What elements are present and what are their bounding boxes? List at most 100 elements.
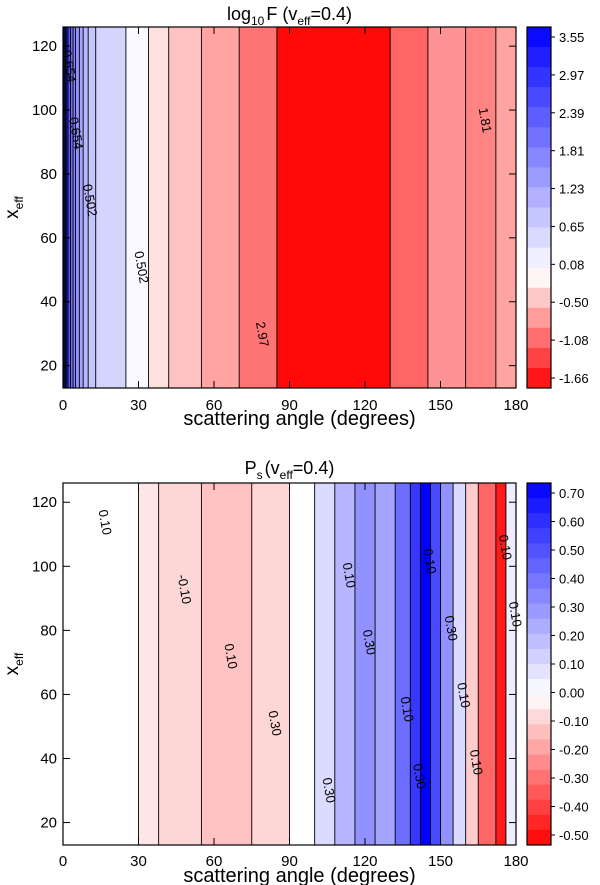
x-tick-label: 30 xyxy=(130,397,147,414)
colorbar-tick-label: 2.39 xyxy=(559,106,584,121)
colorbar-step xyxy=(527,167,551,188)
contour-label: 0.10 xyxy=(467,748,486,776)
colorbar-tick-label: 0.65 xyxy=(559,219,584,234)
contour-band xyxy=(495,483,507,845)
contour-band xyxy=(64,27,66,388)
contour-label: 2.97 xyxy=(253,320,272,348)
colorbar-step xyxy=(527,709,551,725)
colorbar-tick-label: 0.60 xyxy=(559,515,584,530)
contour-band xyxy=(168,27,202,388)
colorbar-step xyxy=(527,347,551,369)
colorbar-step xyxy=(527,558,551,574)
x-axis-label: scattering angle (degrees) xyxy=(183,865,415,885)
contour-label: -0.10 xyxy=(174,573,194,605)
contour-band xyxy=(68,27,71,388)
contour-label: 0.10 xyxy=(496,533,515,561)
contour-band xyxy=(201,27,240,388)
contour-band xyxy=(505,483,517,845)
colorbar-tick-label: 3.55 xyxy=(559,30,584,45)
chart-title: log10 F (veff=0.4) xyxy=(227,4,352,28)
colorbar-tick-label: 2.97 xyxy=(559,68,584,83)
x-tick-label: 0 xyxy=(59,853,67,870)
y-axis-label: xeff xyxy=(2,652,26,675)
contour-band xyxy=(75,27,80,388)
contour-label: 0.502 xyxy=(131,250,151,285)
colorbar-step xyxy=(527,307,551,329)
colorbar-tick-label: 1.81 xyxy=(559,144,584,159)
x-tick-label: 120 xyxy=(352,397,377,414)
colorbar-tick-label: 0.20 xyxy=(559,629,584,644)
contour-label: 0.10 xyxy=(454,681,473,709)
colorbar-step xyxy=(527,287,551,309)
colorbar-step xyxy=(527,633,551,650)
colorbar-step xyxy=(527,483,551,499)
contour-label: 0.10 xyxy=(340,561,359,589)
x-tick-label: 150 xyxy=(428,397,453,414)
colorbar-step xyxy=(527,27,551,48)
x-tick-label: 60 xyxy=(206,853,223,870)
colorbar-tick-label: 0.70 xyxy=(559,486,584,501)
colorbar-tick-label: -1.66 xyxy=(559,371,589,386)
colorbar-step xyxy=(527,513,551,529)
contour-band xyxy=(453,483,466,845)
contour-label: 0.10 xyxy=(506,600,525,628)
colorbar-step xyxy=(527,754,551,770)
x-axis-label: scattering angle (degrees) xyxy=(183,408,415,430)
contour-band xyxy=(88,27,97,388)
colorbar-tick-label: 1.23 xyxy=(559,182,584,197)
y-tick-label: 20 xyxy=(40,815,57,832)
contour-band xyxy=(73,27,76,388)
contour-band xyxy=(395,483,411,845)
contour-band xyxy=(239,27,278,388)
contour-band xyxy=(276,27,391,388)
contour-label: 0.10 xyxy=(420,547,439,575)
colorbar-step xyxy=(527,107,551,128)
panel-1: 0.654 0.654 0.502 0.502 2.97 1.81 0 30 60 90 120 15… xyxy=(2,4,589,430)
colorbar-step xyxy=(527,528,551,544)
contour-band xyxy=(289,483,315,845)
x-tick-label: 120 xyxy=(352,853,377,870)
colorbar-tick-label: 0.50 xyxy=(559,543,584,558)
colorbar-tick-label: 0.00 xyxy=(559,686,584,701)
y-tick-label: 120 xyxy=(32,494,57,511)
contour-label: 0.30 xyxy=(442,614,461,642)
y-tick-label: 60 xyxy=(40,230,57,247)
colorbar-step xyxy=(527,799,551,816)
colorbar-tick-label: 0.40 xyxy=(559,572,584,587)
contour-band xyxy=(314,483,336,845)
y-tick-label: 120 xyxy=(32,38,57,55)
contour-band xyxy=(70,27,74,388)
colorbar-step xyxy=(527,784,551,801)
colorbar-step xyxy=(527,814,551,831)
colorbar-step xyxy=(527,769,551,786)
x-tick-label: 150 xyxy=(428,853,453,870)
colorbar-step xyxy=(527,603,551,620)
colorbar-tick-label: -1.08 xyxy=(559,333,589,348)
contour-band xyxy=(440,483,454,845)
colorbar-step xyxy=(527,543,551,559)
colorbar-step xyxy=(527,67,551,88)
y-tick-label: 20 xyxy=(40,358,57,375)
contour-band xyxy=(65,27,68,388)
contour-band xyxy=(148,27,169,388)
colorbar-step xyxy=(527,618,551,635)
x-tick-label: 60 xyxy=(206,397,223,414)
colorbar-tick-label: -0.10 xyxy=(559,714,589,729)
y-tick-label: 100 xyxy=(32,558,57,575)
contour-band xyxy=(478,483,497,845)
colorbar-step xyxy=(527,227,551,249)
colorbar-tick-label: 0.08 xyxy=(559,257,584,272)
contour-band xyxy=(201,483,253,845)
x-tick-label: 180 xyxy=(503,853,528,870)
x-tick-label: 90 xyxy=(281,853,298,870)
y-axis-label: xeff xyxy=(2,196,26,219)
colorbar-step xyxy=(527,247,551,269)
colorbar-step xyxy=(527,207,551,228)
contour-label: 0.10 xyxy=(221,642,240,670)
colorbar-tick-label: -0.50 xyxy=(559,295,589,310)
contour-band xyxy=(375,483,396,845)
contour-band xyxy=(95,27,127,388)
contour-band xyxy=(334,483,356,845)
contour-label: 1.81 xyxy=(476,106,495,134)
